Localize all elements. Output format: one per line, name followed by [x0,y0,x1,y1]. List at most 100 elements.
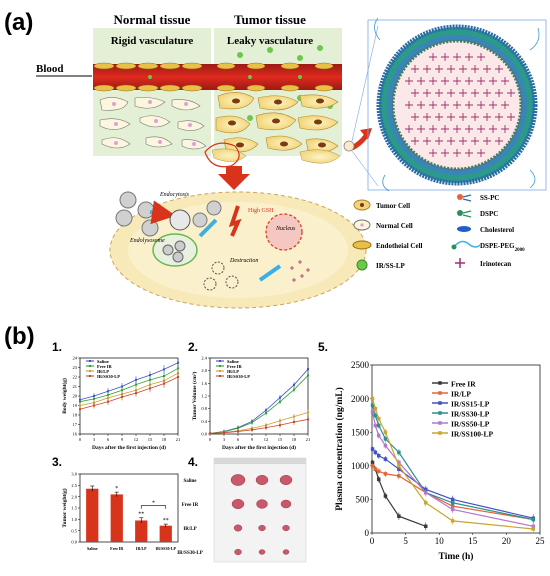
irinotecan-mark [483,89,491,97]
data-point [251,421,253,424]
x-tick-label: 21 [306,437,311,442]
x-tick-label: 9 [121,437,124,442]
irinotecan-mark [435,137,443,145]
data-point [265,409,267,412]
small-liposome [343,140,355,152]
irinotecan-mark [477,149,485,157]
y-tick-label: 0.5 [71,528,77,533]
legend-label: Tumor Cell [376,202,410,210]
irinotecan-mark [453,53,461,61]
data-point [223,431,225,434]
data-point [279,419,281,422]
series-line [79,372,179,406]
series-line [209,375,309,434]
zoom-arrow-head [360,128,372,140]
data-point [293,420,295,423]
series-line [79,362,179,401]
endolysosome [152,233,198,267]
chart-tumor-weight: 0.0 0.5 1.0 1.5 2.0 2.5 3.0 Tumor weight(g) Sali… [61,472,179,551]
data-point [450,519,455,523]
y-axis-label: Plasma concentration (ng/mL) [334,387,345,511]
data-point [307,368,309,371]
data-point [531,527,536,531]
irinotecan-mark [447,65,455,73]
y-tick-label: 20 [73,394,78,399]
y-axis-label: Tumor weight(g) [61,488,68,527]
irinotecan-mark [471,137,479,145]
leaky-vasculature-label: Leaky vasculature [227,35,313,47]
y-tick-label: 2.4 [201,356,207,361]
irinotecan-mark [405,77,413,85]
irinotecan-mark [423,113,431,121]
bar [159,525,172,542]
x-tick-label: IR/SS30-LP [156,546,177,551]
irinotecan-mark [495,137,503,145]
x-tick-label: 18 [162,437,167,442]
data-point [293,415,295,418]
legend-label: IR/SS-LP [376,262,406,270]
nucleus [265,213,303,251]
irinotecan-mark [441,77,449,85]
legend-entry: Free IR [97,364,113,369]
y-tick-label: 16 [73,432,78,437]
irinotecan-mark [507,89,515,97]
tumor-photo: Saline Free IR IR/LP IR/SS30-LP [177,457,307,563]
legend-entry: Free IR [451,379,476,388]
y-tick-label: 2.5 [71,483,77,488]
data-point [307,418,309,421]
x-tick-label: 5 [403,536,408,546]
x-tick-label: 20 [502,536,512,546]
y-tick-label: 2000 [351,394,370,404]
sublabel-4: 4. [188,455,198,469]
sublabel-1: 1. [52,340,62,354]
tumor-sample [282,549,290,555]
legend-label: DSPC [480,210,498,218]
sublabel-2: 2. [188,340,198,354]
blood-label: Blood [36,63,64,75]
irinotecan-mark [465,101,473,109]
chart-tumor-volume: 0 3 6 9 12 15 18 21 0.0 0.4 0.8 1.2 1.6 2.0 2.4 Days af… [191,356,310,451]
data-point [450,507,455,512]
liposome-icon [356,259,368,271]
data-point [373,450,378,455]
irinotecan-mark [495,89,503,97]
significance-mark: ** [163,518,169,524]
y-tick-label: 0.4 [201,419,207,424]
data-point [177,367,179,370]
x-tick-label: 12 [134,437,139,442]
irinotecan-mark [429,125,437,133]
irinotecan-mark [411,65,419,73]
legend-entry: Saline [97,359,109,364]
highlighted-tumor-cell [204,142,240,168]
data-point [265,424,267,427]
tumor-sample [230,474,246,486]
irinotecan-mark [405,101,413,109]
irinotecan-mark [417,125,425,133]
irinotecan-mark [477,77,485,85]
data-point [149,387,151,390]
transport-arrow-2 [258,264,282,282]
data-point [370,447,375,451]
irinotecan-mark [459,89,467,97]
irinotecan-mark [471,113,479,121]
tumor-sample [256,499,268,509]
irinotecan-mark [483,65,491,73]
data-point [383,430,388,434]
legend-entry: IR/SS100-LP [451,429,494,438]
y-tick-label: 24 [73,356,78,361]
x-tick-label: 0 [79,437,82,442]
x-tick-label: 21 [176,437,181,442]
irinotecan-mark [447,137,455,145]
data-point [237,430,239,433]
tumor-sample [280,499,292,509]
x-tick-label: 15 [278,437,283,442]
irinotecan-mark [465,125,473,133]
irinotecan-mark [435,89,443,97]
dspc-icon [457,210,472,218]
data-point [279,396,281,399]
data-point [424,490,428,495]
data-point [370,460,375,465]
legend-entry: Saline [227,359,239,364]
